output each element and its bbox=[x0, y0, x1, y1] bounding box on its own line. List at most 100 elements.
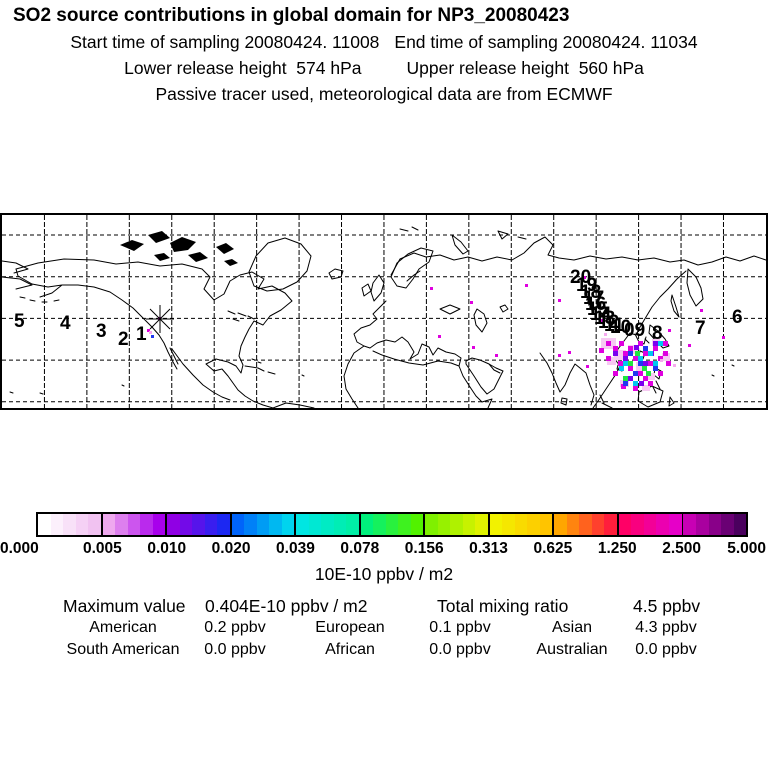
colorbar-segment bbox=[489, 514, 555, 535]
concentration-cell bbox=[662, 353, 670, 361]
colorbar-shade bbox=[140, 514, 153, 535]
concentration-cell bbox=[643, 346, 648, 351]
concentration-cell bbox=[619, 341, 624, 346]
max-value-label: Maximum value bbox=[63, 596, 186, 616]
colorbar-tick-labels: 0.000 0.005 0.010 0.020 0.039 0.078 0.156 0.313… bbox=[0, 540, 768, 558]
concentration-cell bbox=[430, 287, 433, 290]
concentration-cell bbox=[639, 381, 644, 386]
colorbar-tick: 0.313 bbox=[469, 540, 508, 557]
colorbar-shade bbox=[656, 514, 669, 535]
colorbar-shade bbox=[115, 514, 128, 535]
start-time-text: Start time of sampling 20080424. 11008 bbox=[70, 32, 380, 52]
concentration-cell bbox=[638, 341, 643, 346]
concentration-cell bbox=[642, 366, 647, 371]
trajectory-label-8: 8 bbox=[652, 323, 663, 344]
colorbar-shade bbox=[192, 514, 205, 535]
trajectory-label-18: 18 bbox=[580, 282, 601, 303]
region-value: 0.2 ppbv bbox=[204, 619, 266, 636]
trajectory-label-19: 19 bbox=[576, 275, 597, 296]
concentration-cell bbox=[633, 371, 638, 376]
concentration-cell bbox=[613, 346, 618, 351]
max-value: 0.404E-10 ppbv / m2 bbox=[205, 596, 368, 616]
colorbar-shade bbox=[668, 514, 682, 535]
concentration-cell bbox=[495, 354, 498, 357]
concentration-cell bbox=[658, 356, 663, 361]
colorbar-shade bbox=[631, 514, 644, 535]
colorbar-shade bbox=[296, 514, 309, 535]
colorbar-tick: 0.020 bbox=[211, 540, 251, 557]
colorbar-shade bbox=[462, 514, 476, 535]
region-value: 4.3 ppbv bbox=[635, 619, 697, 636]
concentration-cell bbox=[633, 356, 638, 361]
colorbar-shade bbox=[281, 514, 295, 535]
colorbar-tick: 2.500 bbox=[662, 540, 702, 557]
colorbar-shade bbox=[63, 514, 76, 535]
concentration-cell bbox=[147, 329, 150, 332]
concentration-cell bbox=[604, 333, 607, 336]
colorbar-shade bbox=[566, 514, 580, 535]
colorbar-segment bbox=[102, 514, 168, 535]
region-value: 0.1 ppbv bbox=[429, 619, 491, 636]
concentration-cell bbox=[621, 384, 626, 389]
concentration-cell bbox=[606, 341, 611, 346]
colorbar-unit-label: 10E-10 ppbv / m2 bbox=[314, 564, 454, 584]
concentration-cell bbox=[628, 351, 633, 356]
colorbar-shade bbox=[708, 514, 722, 535]
colorbar-shade bbox=[50, 514, 64, 535]
concentration-cell bbox=[623, 381, 628, 386]
colorbar-shade bbox=[643, 514, 657, 535]
colorbar-shade bbox=[360, 514, 374, 535]
concentration-cell bbox=[623, 351, 628, 356]
colorbar-shade bbox=[683, 514, 696, 535]
colorbar-shade bbox=[398, 514, 411, 535]
trajectory-label-3: 3 bbox=[96, 321, 107, 342]
colorbar-segment bbox=[554, 514, 619, 535]
concentration-cell bbox=[623, 356, 628, 361]
colorbar-tick: 0.078 bbox=[340, 540, 380, 557]
tracer-note: Passive tracer used, meteorological data… bbox=[155, 84, 613, 104]
concentration-cell bbox=[628, 361, 633, 366]
concentration-cell bbox=[633, 381, 638, 386]
concentration-cell bbox=[151, 335, 154, 338]
concentration-cell bbox=[613, 351, 618, 356]
colorbar-shade bbox=[489, 514, 503, 535]
total-mixing-ratio-label: Total mixing ratio bbox=[437, 596, 569, 616]
grid-lines bbox=[2, 215, 766, 408]
colorbar-segment bbox=[683, 514, 747, 535]
region-label: Asian bbox=[551, 619, 593, 636]
concentration-cell bbox=[722, 336, 725, 339]
concentration-cell bbox=[472, 346, 475, 349]
colorbar-segment bbox=[231, 514, 297, 535]
concentration-cell bbox=[614, 350, 626, 360]
colorbar-shade bbox=[579, 514, 592, 535]
trajectory-label-5: 5 bbox=[14, 311, 25, 332]
region-label: European bbox=[315, 619, 385, 636]
concentration-cell bbox=[648, 381, 653, 386]
colorbar-shade bbox=[231, 514, 245, 535]
release-heights-line: Lower release height 574 hPa Upper releas… bbox=[0, 58, 768, 79]
colorbar-shade bbox=[152, 514, 166, 535]
concentration-cell bbox=[613, 371, 618, 376]
colorbar-tick: 0.625 bbox=[533, 540, 573, 557]
total-mixing-ratio-value: 4.5 ppbv bbox=[633, 596, 701, 616]
concentration-cell bbox=[666, 361, 671, 366]
colorbar-shade bbox=[75, 514, 89, 535]
colorbar-shade bbox=[425, 514, 438, 535]
colorbar-tick: 1.250 bbox=[597, 540, 637, 557]
colorbar bbox=[36, 512, 748, 537]
page-title: SO2 source contributions in global domai… bbox=[13, 5, 570, 26]
concentration-cell bbox=[438, 335, 441, 338]
colorbar-tick: 0.039 bbox=[276, 540, 315, 557]
trajectory-label-09: 09 bbox=[624, 320, 645, 341]
trajectory-label-14: 14 bbox=[590, 304, 612, 325]
contributions-row-1: American 0.2 ppbv European 0.1 ppbv Asia… bbox=[0, 619, 768, 637]
colorbar-shade bbox=[502, 514, 515, 535]
coastlines bbox=[2, 226, 766, 408]
concentration-cell bbox=[634, 345, 639, 350]
colorbar-shade bbox=[88, 514, 101, 535]
trajectory-label-12: 12 bbox=[598, 312, 619, 333]
colorbar-shade bbox=[179, 514, 193, 535]
trajectory-label-4: 4 bbox=[60, 313, 71, 334]
